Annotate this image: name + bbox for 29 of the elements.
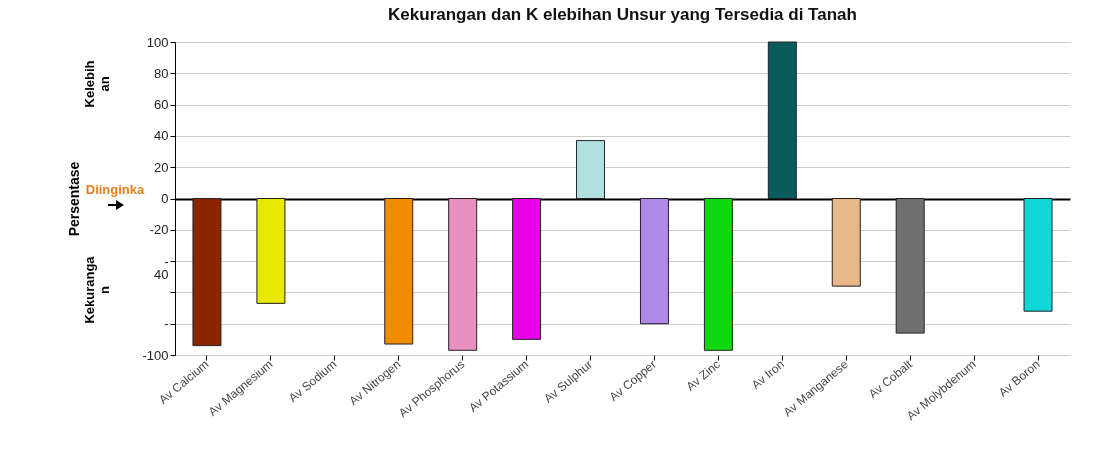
y-tick-label: 60 xyxy=(154,97,169,113)
bar xyxy=(1023,198,1053,312)
x-tick-label: Av Iron xyxy=(748,357,787,393)
bar xyxy=(703,198,733,351)
bar xyxy=(384,198,414,345)
y-tick-label: - xyxy=(164,316,169,332)
y-tick-label: 20 xyxy=(154,159,169,175)
bar xyxy=(767,41,797,199)
bar xyxy=(448,198,478,351)
y-tick-label: - 40 xyxy=(154,253,169,282)
bar xyxy=(512,198,542,340)
y-axis-title: Persentase xyxy=(66,161,83,237)
text: Kelebih an xyxy=(82,60,112,108)
bar xyxy=(192,198,222,347)
text: Diinginka xyxy=(85,182,146,197)
bar xyxy=(639,198,669,325)
y-tick-label: -20 xyxy=(149,222,169,238)
bar xyxy=(895,198,925,334)
x-tick-label: Av Zinc xyxy=(683,357,723,394)
text: Kekuranga n xyxy=(82,255,112,324)
y-tick-label: 0 xyxy=(161,191,169,206)
bar xyxy=(576,140,606,199)
y-tick-label: 40 xyxy=(154,128,169,144)
y-tick-label: 80 xyxy=(154,65,169,81)
y-tick-label: 100 xyxy=(146,34,169,50)
y-tick-label: -100 xyxy=(142,347,169,363)
bar xyxy=(831,198,861,287)
chart-title: Kekurangan dan K elebihan Unsur yang Tersedia di Tanah xyxy=(388,5,857,24)
bar xyxy=(256,198,286,304)
